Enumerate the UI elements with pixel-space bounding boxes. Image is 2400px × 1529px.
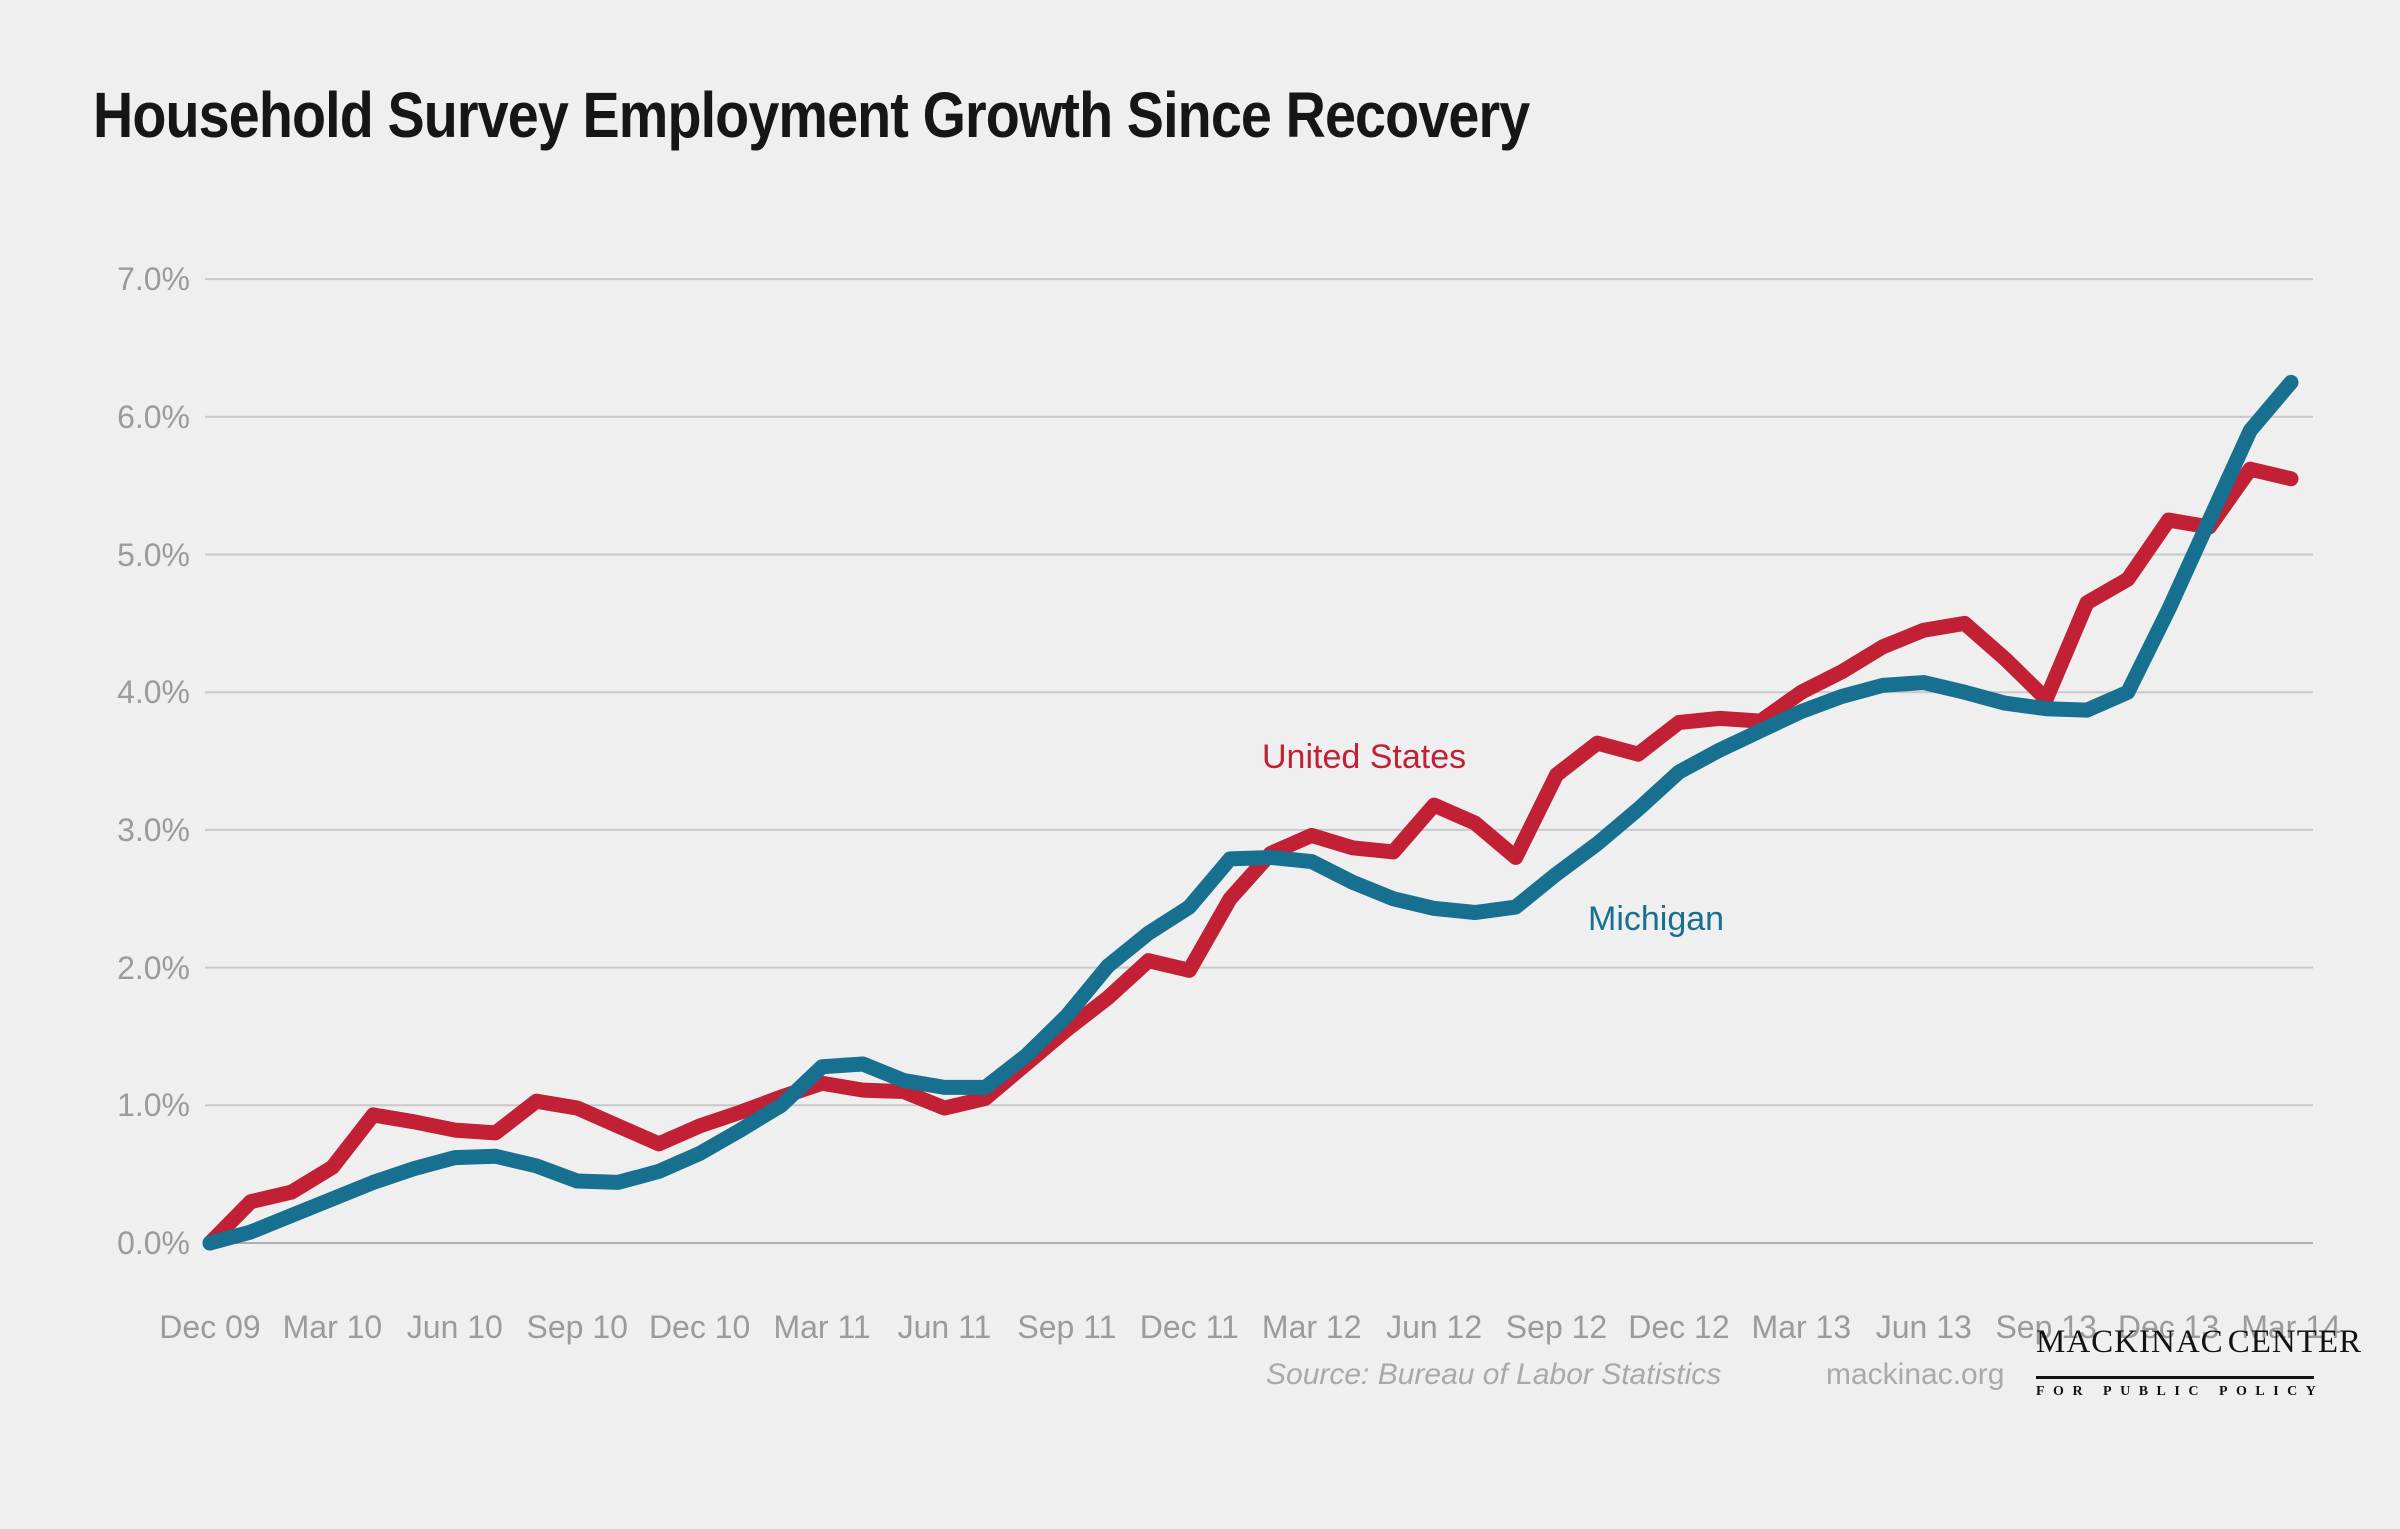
y-tick-label: 2.0% <box>117 949 190 986</box>
x-tick-label: Dec 11 <box>1139 1309 1239 1345</box>
x-tick-label: Mar 12 <box>1261 1309 1362 1345</box>
x-tick-label: Sep 12 <box>1505 1309 1608 1345</box>
x-tick-label: Dec 13 <box>2117 1309 2220 1345</box>
chart-title: Household Survey Employment Growth Since… <box>93 79 1530 151</box>
mackinac-center-logo: MACKINAC CENTER FOR PUBLIC POLICY <box>2036 1324 2361 1400</box>
y-tick-label: 6.0% <box>117 398 190 435</box>
x-tick-label: Jun 10 <box>406 1309 503 1345</box>
logo-word-mackinac: MACKINAC <box>2036 1324 2224 1360</box>
x-tick-label: Mar 10 <box>282 1309 383 1345</box>
x-tick-label: Mar 11 <box>773 1309 871 1345</box>
y-tick-label: 3.0% <box>117 811 190 848</box>
x-tick-label: Jun 11 <box>897 1309 992 1345</box>
website-credit: mackinac.org <box>1826 1358 2005 1391</box>
logo-tagline: FOR PUBLIC POLICY <box>2036 1384 2325 1399</box>
logo-divider <box>2036 1376 2314 1379</box>
x-tick-label: Mar 14 <box>2241 1309 2341 1345</box>
y-tick-label: 5.0% <box>117 536 190 573</box>
y-tick-label: 0.0% <box>117 1225 190 1261</box>
x-tick-label: Sep 11 <box>1017 1309 1117 1345</box>
logo-word-center: CENTER <box>2227 1324 2363 1360</box>
logo-wordmark: MACKINAC CENTER <box>2036 1324 2361 1372</box>
series-line-michigan <box>202 374 2299 1251</box>
x-tick-label: Dec 09 <box>159 1309 261 1345</box>
x-tick-label: Dec 12 <box>1628 1309 1730 1345</box>
y-tick-label: 7.0% <box>117 261 190 298</box>
y-tick-label: 4.0% <box>117 674 190 711</box>
series-line-united-states <box>202 461 2299 1251</box>
series-label-michigan: Michigan <box>1588 900 1725 938</box>
source-credit: Source: Bureau of Labor Statistics <box>1266 1358 1722 1391</box>
y-tick-label: 1.0% <box>117 1087 190 1124</box>
x-tick-label: Jun 12 <box>1386 1309 1483 1345</box>
x-tick-label: Mar 13 <box>1751 1309 1852 1345</box>
x-tick-label: Jun 13 <box>1875 1309 1972 1345</box>
series-label-united-states: United States <box>1262 738 1467 776</box>
x-tick-label: Sep 13 <box>1995 1309 2097 1345</box>
x-tick-label: Sep 10 <box>526 1309 628 1345</box>
x-tick-label: Dec 10 <box>648 1309 751 1345</box>
